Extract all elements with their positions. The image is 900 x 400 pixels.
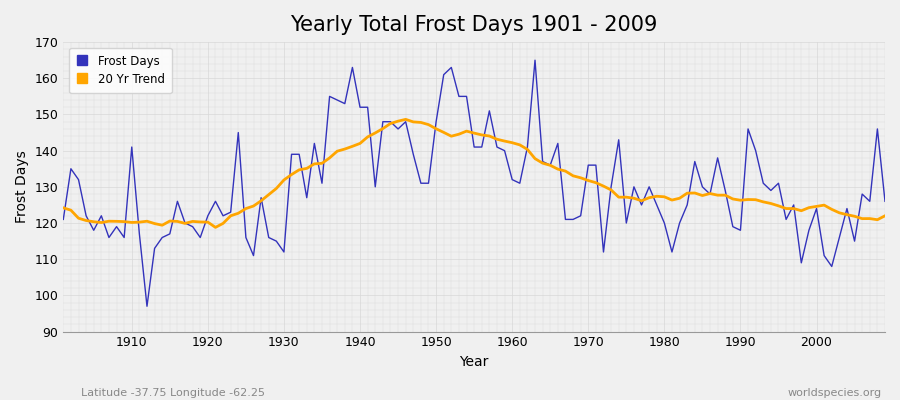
- Y-axis label: Frost Days: Frost Days: [15, 150, 29, 223]
- Text: worldspecies.org: worldspecies.org: [788, 388, 882, 398]
- Legend: Frost Days, 20 Yr Trend: Frost Days, 20 Yr Trend: [69, 48, 172, 93]
- Title: Yearly Total Frost Days 1901 - 2009: Yearly Total Frost Days 1901 - 2009: [291, 15, 658, 35]
- X-axis label: Year: Year: [460, 355, 489, 369]
- Text: Latitude -37.75 Longitude -62.25: Latitude -37.75 Longitude -62.25: [81, 388, 265, 398]
